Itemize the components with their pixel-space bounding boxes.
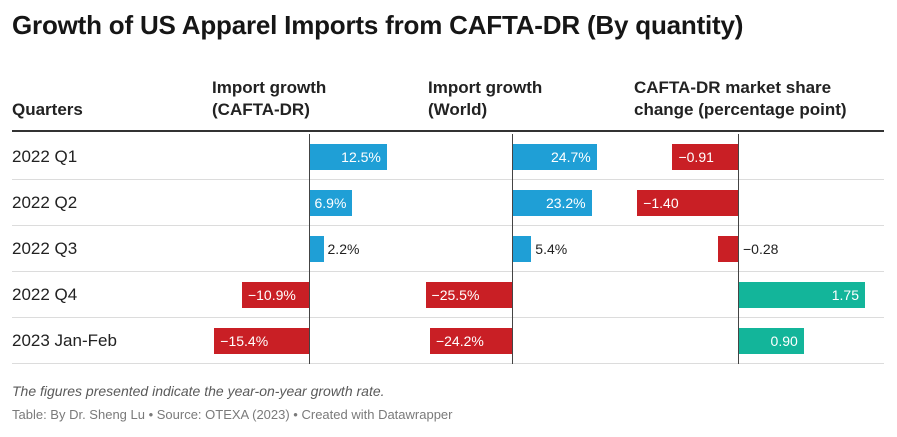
row-label: 2022 Q1	[12, 147, 78, 166]
row-label: 2022 Q4	[12, 285, 78, 304]
world-growth-zero-axis	[512, 134, 513, 180]
header-market-share-change-line1: CAFTA-DR market share	[634, 78, 832, 97]
header-import-growth-world-line1: Import growth	[428, 78, 543, 97]
world-growth-zero-axis	[512, 226, 513, 272]
world-growth-zero-axis	[512, 180, 513, 226]
world-growth-value-label: 5.4%	[535, 241, 568, 257]
share-change-bar	[717, 236, 738, 262]
header-import-growth-cafta: Import growth (CAFTA-DR)	[212, 77, 326, 121]
cafta-growth-value-label: −15.4%	[220, 333, 269, 349]
header-market-share-change-line2: change (percentage point)	[634, 100, 847, 119]
world-growth-bar	[513, 190, 592, 216]
row-label: 2022 Q2	[12, 193, 78, 212]
share-change-value-label: 1.75	[831, 287, 859, 303]
cafta-growth-zero-axis	[309, 134, 310, 180]
header-import-growth-world: Import growth (World)	[428, 77, 542, 121]
header-import-growth-world-line2: (World)	[428, 100, 488, 119]
world-growth-bar	[429, 328, 512, 354]
cafta-growth-zero-axis	[309, 180, 310, 226]
world-growth-value-label: −24.2%	[435, 333, 484, 349]
footnote: The figures presented indicate the year-…	[12, 383, 385, 399]
cafta-growth-value-label: 6.9%	[314, 195, 347, 211]
share-change-bar	[739, 328, 804, 354]
share-change-zero-axis	[738, 318, 739, 364]
share-change-bar	[672, 144, 738, 170]
cafta-growth-bar	[310, 144, 387, 170]
share-change-value-label: −1.40	[643, 195, 679, 211]
world-growth-zero-axis	[512, 318, 513, 364]
share-change-zero-axis	[738, 272, 739, 318]
header-divider	[12, 130, 884, 132]
share-change-zero-axis	[738, 180, 739, 226]
world-growth-zero-axis	[512, 272, 513, 318]
cafta-growth-zero-axis	[309, 318, 310, 364]
cafta-growth-bar	[310, 236, 324, 262]
world-growth-value-label: 24.7%	[551, 149, 591, 165]
row-label: 2022 Q3	[12, 239, 78, 258]
cafta-growth-value-label: 2.2%	[327, 241, 360, 257]
chart-title: Growth of US Apparel Imports from CAFTA-…	[12, 10, 744, 40]
world-growth-bar	[513, 144, 597, 170]
table-row: 2022 Q1 12.5% 24.7% −0.91	[12, 134, 884, 180]
table-row: 2022 Q4 −10.9% −25.5% 1.75	[12, 272, 884, 318]
table-row: 2022 Q2 6.9% 23.2% −1.40	[12, 180, 884, 226]
share-change-bar	[739, 282, 865, 308]
header-market-share-change: CAFTA-DR market share change (percentage…	[634, 77, 847, 121]
world-growth-value-label: −25.5%	[431, 287, 480, 303]
cafta-growth-zero-axis	[309, 272, 310, 318]
share-change-value-label: −0.28	[743, 241, 779, 257]
world-growth-bar	[513, 236, 532, 262]
share-change-value-label: −0.91	[678, 149, 714, 165]
world-growth-bar	[425, 282, 512, 308]
row-label: 2023 Jan-Feb	[12, 331, 117, 350]
cafta-growth-bar	[241, 282, 309, 308]
header-import-growth-cafta-line2: (CAFTA-DR)	[212, 100, 310, 119]
share-change-zero-axis	[738, 226, 739, 272]
share-change-value-label: 0.90	[770, 333, 798, 349]
table-row: 2022 Q3 2.2% 5.4% −0.28	[12, 226, 884, 272]
cafta-growth-bar	[214, 328, 309, 354]
cafta-growth-value-label: −10.9%	[247, 287, 296, 303]
table-row: 2023 Jan-Feb −15.4% −24.2% 0.90	[12, 318, 884, 364]
source-line: Table: By Dr. Sheng Lu • Source: OTEXA (…	[12, 407, 453, 422]
cafta-growth-value-label: 12.5%	[341, 149, 381, 165]
header-quarters: Quarters	[12, 100, 83, 119]
world-growth-value-label: 23.2%	[545, 195, 586, 211]
share-change-bar	[637, 190, 738, 216]
header-import-growth-cafta-line1: Import growth	[212, 78, 327, 97]
cafta-growth-zero-axis	[309, 226, 310, 272]
cafta-growth-bar	[310, 190, 353, 216]
share-change-zero-axis	[738, 134, 739, 180]
